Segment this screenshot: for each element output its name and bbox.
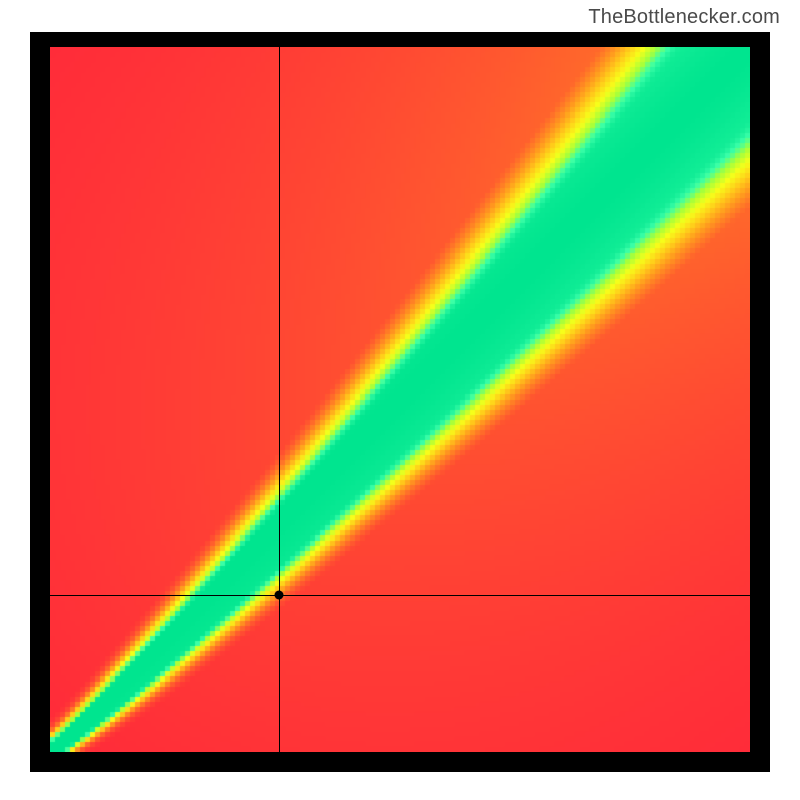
plot-inner [50,47,750,752]
chart-wrapper: TheBottlenecker.com [0,0,800,800]
crosshair-horizontal [50,595,750,596]
crosshair-vertical [279,47,280,752]
plot-frame [30,32,770,772]
heatmap-canvas [50,47,750,752]
marker-dot [274,590,283,599]
attribution-text: TheBottlenecker.com [588,6,780,29]
